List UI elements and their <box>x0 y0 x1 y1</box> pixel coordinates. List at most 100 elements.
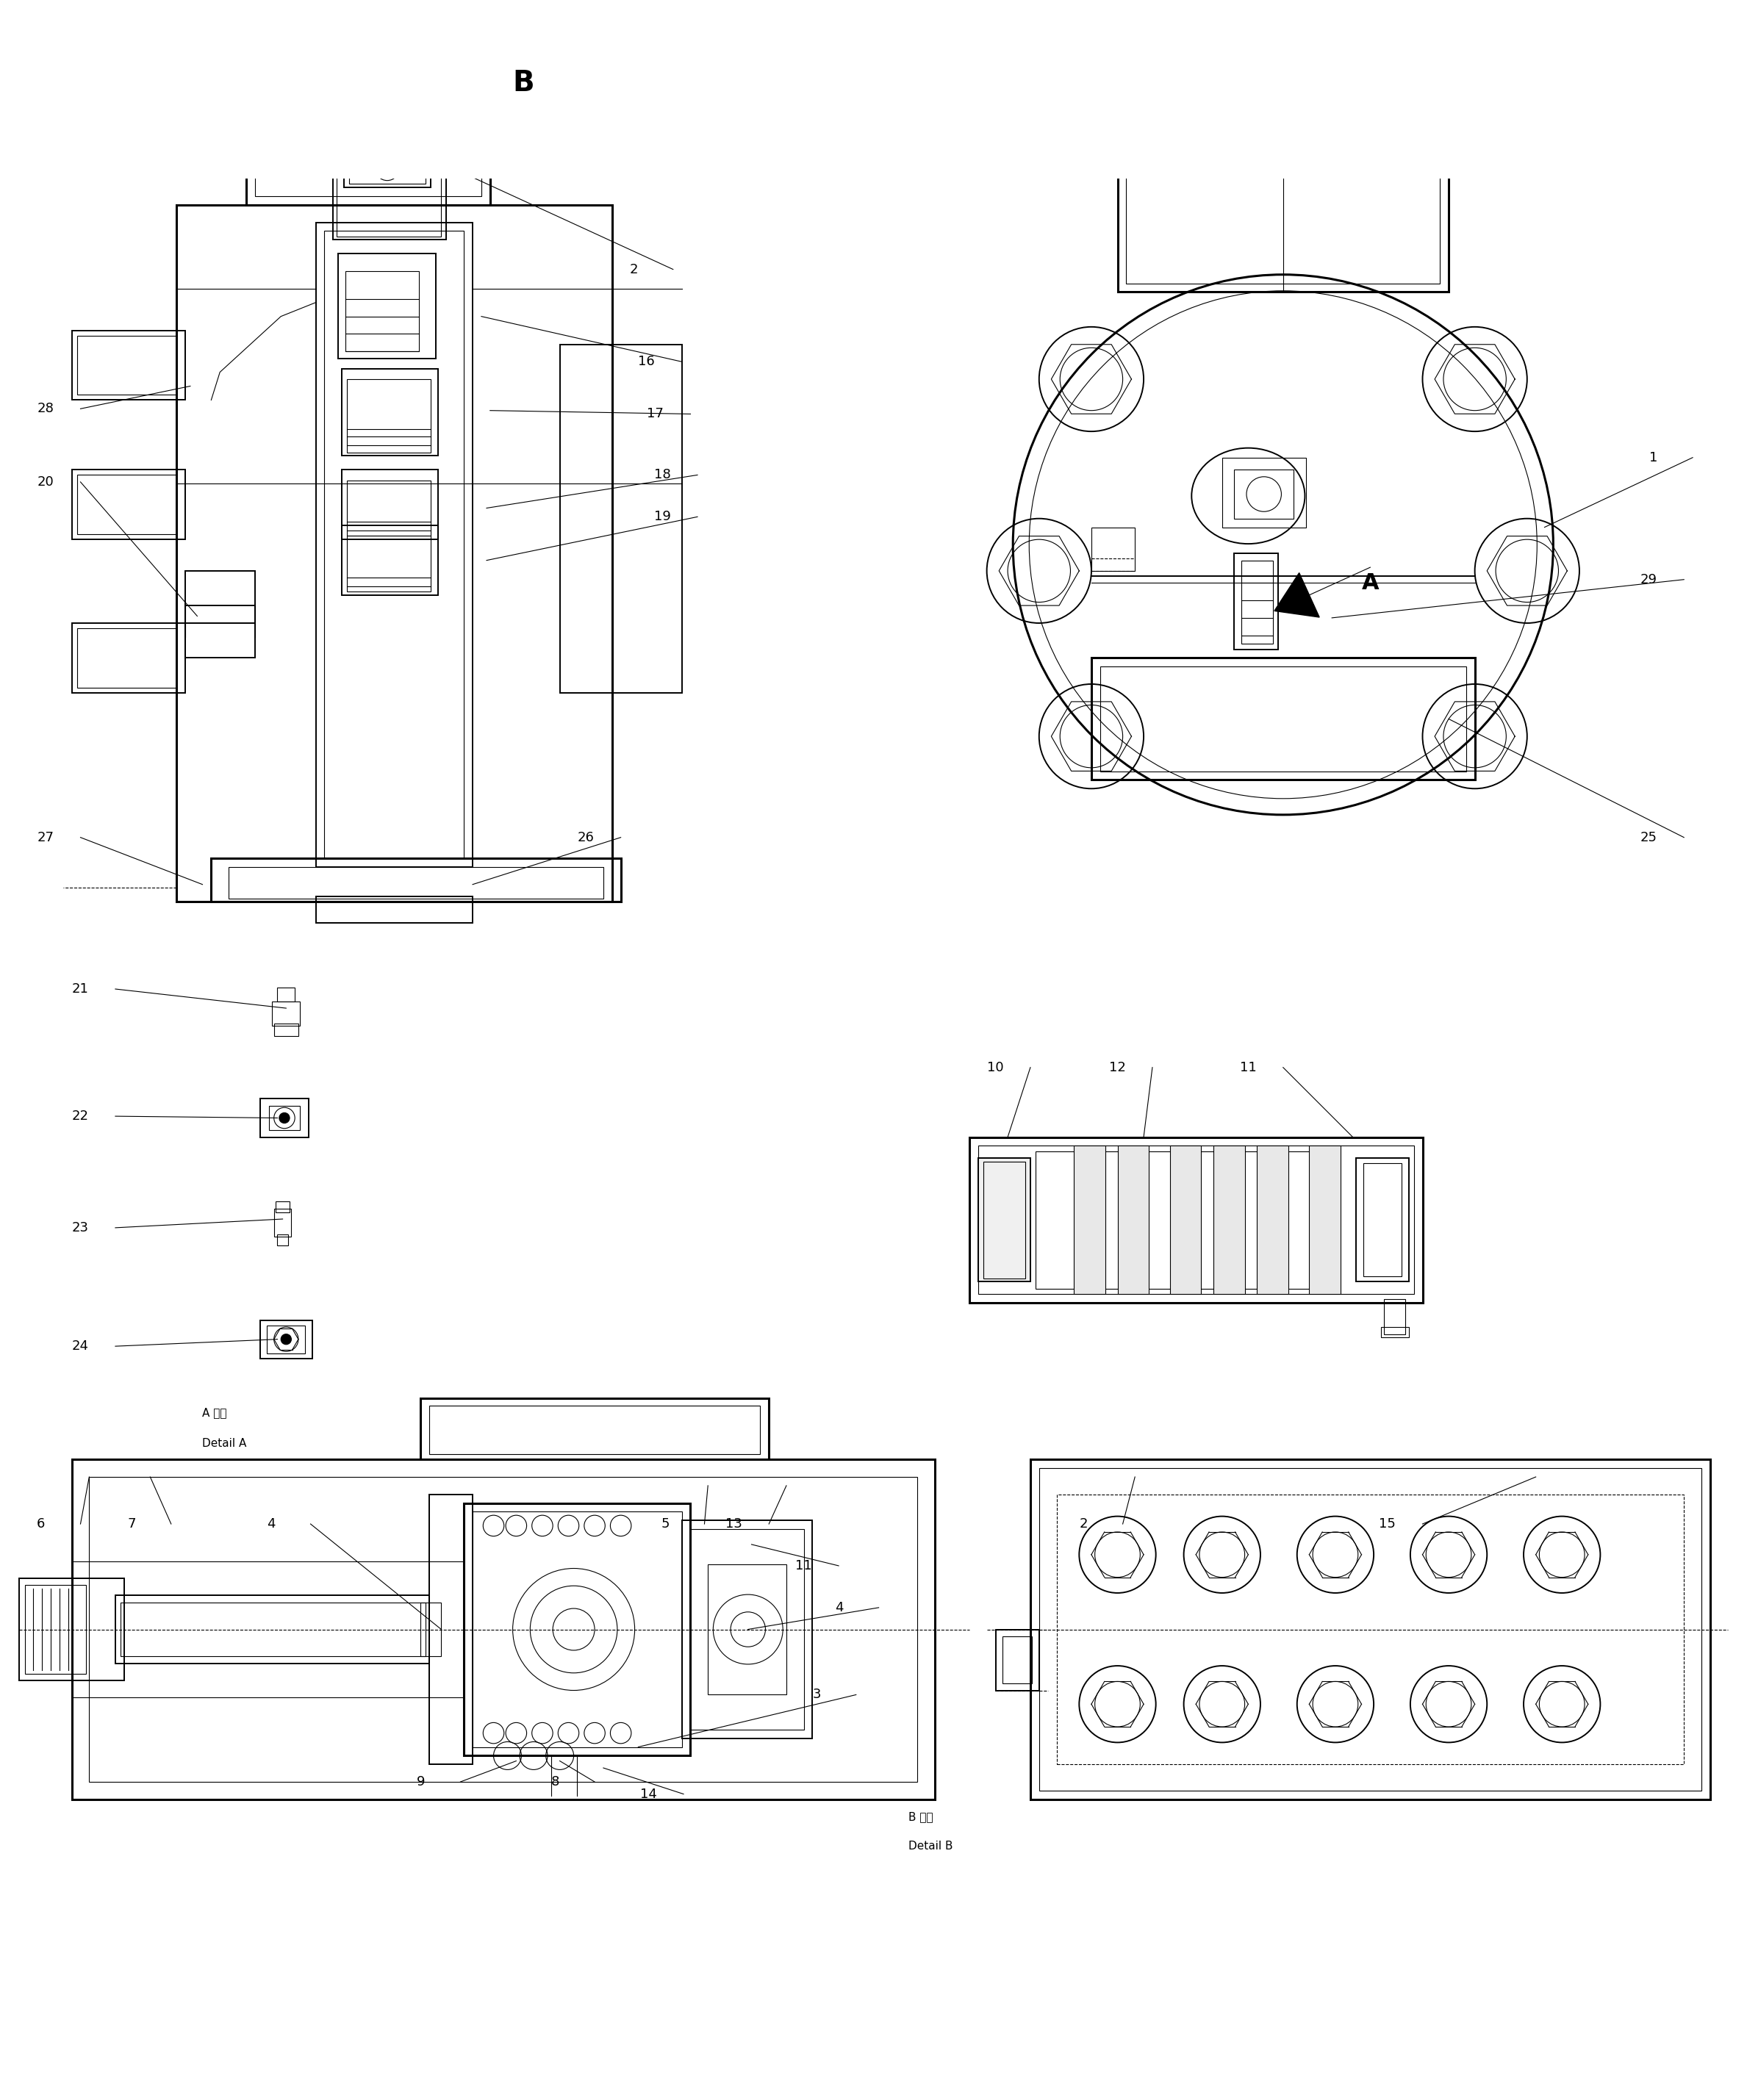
Text: 20: 20 <box>37 475 54 489</box>
Text: 21: 21 <box>72 983 89 995</box>
Text: 14: 14 <box>639 1787 657 1800</box>
Bar <box>77 336 176 395</box>
Bar <box>1170 1147 1202 1294</box>
Bar <box>1356 1157 1408 1281</box>
Text: 12: 12 <box>1109 1060 1125 1073</box>
Text: 7: 7 <box>128 1518 136 1531</box>
Bar <box>339 254 437 359</box>
Bar <box>342 370 438 456</box>
Bar <box>19 1579 124 1680</box>
Text: 26: 26 <box>577 832 594 844</box>
Bar <box>978 1147 1413 1294</box>
Bar <box>465 1504 690 1756</box>
Bar <box>1039 1468 1702 1791</box>
Bar <box>1214 1147 1246 1294</box>
Polygon shape <box>438 67 489 116</box>
Bar <box>77 628 176 687</box>
Bar <box>1380 1327 1408 1338</box>
Text: 1: 1 <box>1649 452 1658 464</box>
Bar <box>1031 1460 1710 1800</box>
Bar <box>24 1586 86 1674</box>
Bar <box>348 380 432 452</box>
Bar <box>690 1529 804 1730</box>
Text: 6: 6 <box>37 1518 45 1531</box>
Bar <box>276 1201 290 1212</box>
Text: 25: 25 <box>1640 832 1658 844</box>
Bar <box>681 1520 812 1739</box>
Bar <box>72 330 185 401</box>
Bar <box>185 605 255 657</box>
Bar <box>290 118 447 139</box>
Bar <box>978 1157 1031 1281</box>
Text: 16: 16 <box>638 355 655 367</box>
Bar <box>89 1476 917 1781</box>
Text: B: B <box>512 69 535 97</box>
Bar <box>342 470 438 540</box>
Bar <box>1235 470 1293 519</box>
Bar <box>278 1235 288 1245</box>
Text: A 詳細: A 詳細 <box>203 1407 227 1418</box>
Text: 13: 13 <box>725 1518 742 1531</box>
Bar <box>1127 153 1440 284</box>
Bar <box>1363 1163 1401 1277</box>
Text: 5: 5 <box>660 1518 669 1531</box>
Bar <box>274 1025 299 1035</box>
Text: 11: 11 <box>1240 1060 1256 1073</box>
Text: 29: 29 <box>1640 573 1658 586</box>
Circle shape <box>383 164 393 174</box>
Text: 28: 28 <box>37 403 54 416</box>
Bar <box>260 1321 313 1359</box>
Bar <box>337 160 442 237</box>
Bar <box>1057 1495 1684 1764</box>
Bar <box>115 1596 430 1663</box>
Text: 15: 15 <box>1378 1518 1396 1531</box>
Bar <box>1256 1147 1288 1294</box>
Bar <box>325 231 465 859</box>
Text: 8: 8 <box>550 1774 559 1789</box>
Bar <box>316 223 473 867</box>
Bar <box>1036 1151 1331 1289</box>
Bar <box>996 1630 1039 1690</box>
Text: 4: 4 <box>267 1518 276 1531</box>
Bar <box>1235 554 1277 649</box>
Circle shape <box>280 1113 290 1124</box>
Text: A: A <box>1361 573 1378 594</box>
Bar <box>346 271 419 351</box>
Text: 11: 11 <box>795 1558 812 1573</box>
Text: 19: 19 <box>653 510 671 523</box>
Bar <box>473 1512 681 1747</box>
Bar <box>984 1161 1025 1279</box>
Bar <box>349 153 426 185</box>
Text: B 詳細: B 詳細 <box>908 1810 933 1823</box>
Bar <box>274 1210 292 1237</box>
Bar <box>260 1098 309 1136</box>
Text: 24: 24 <box>72 1340 89 1352</box>
Text: 3: 3 <box>812 1688 821 1701</box>
Bar <box>176 206 611 901</box>
Bar <box>421 1602 442 1657</box>
Bar <box>1223 458 1305 527</box>
Bar <box>1242 561 1272 645</box>
Bar <box>708 1564 786 1695</box>
Text: 22: 22 <box>72 1109 89 1124</box>
Text: 9: 9 <box>418 1774 425 1789</box>
Bar <box>273 1002 300 1025</box>
Circle shape <box>281 1334 292 1344</box>
Bar <box>559 344 681 693</box>
Bar <box>229 867 603 899</box>
Bar <box>121 1602 426 1657</box>
Text: 2: 2 <box>629 262 638 275</box>
Bar <box>267 1325 306 1352</box>
Bar <box>1074 1147 1106 1294</box>
Bar <box>970 1136 1422 1302</box>
Text: 2: 2 <box>1080 1518 1088 1531</box>
Text: 23: 23 <box>72 1220 89 1235</box>
Bar <box>348 481 432 536</box>
Bar <box>72 624 185 693</box>
Bar <box>1256 130 1309 147</box>
Text: 17: 17 <box>646 407 664 420</box>
Bar <box>211 859 620 901</box>
Bar <box>255 145 482 195</box>
Bar <box>185 571 255 624</box>
Bar <box>1384 1300 1405 1334</box>
